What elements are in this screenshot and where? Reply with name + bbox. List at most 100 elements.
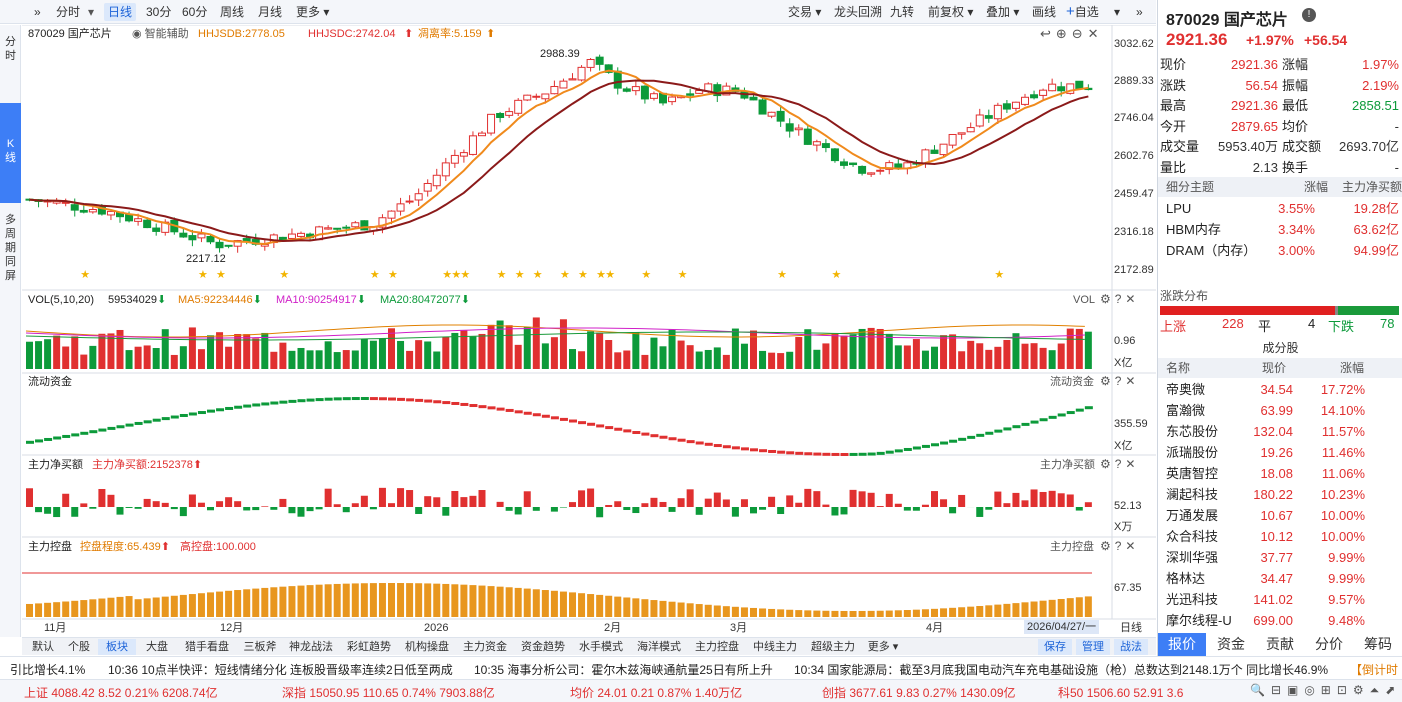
toolbar-period-30m[interactable]: 30分 [146,5,172,19]
component-price: 699.00 [1253,613,1293,628]
candle-body [840,161,848,166]
index-item[interactable]: 科50 1506.60 52.91 3.6 [1058,684,1183,701]
countdown-label[interactable]: 【倒计时 [1350,663,1399,677]
template-action-button[interactable]: 管理 [1076,639,1110,655]
index-item[interactable]: 深指 15050.95 110.65 0.74% 7903.88亿 [282,684,495,701]
index-item[interactable]: 创指 3677.61 9.83 0.27% 1430.09亿 [822,684,1016,701]
assist-toggle[interactable]: ◉ 智能辅助 [132,27,189,41]
candle-body [505,111,514,116]
candle-body [97,206,106,215]
template-tab[interactable]: 主力资金 [463,641,507,653]
component-row[interactable]: 东芯股份 132.04 11.57% [1158,421,1402,442]
template-tab[interactable]: 大盘 [146,641,168,653]
quote-tab[interactable]: 贡献 [1266,636,1294,652]
toolbar-adjust[interactable]: 前复权 ▾ [928,5,974,19]
toolbar-period-day[interactable]: 日线 [104,3,137,21]
view-fenshi[interactable]: 分 时 [5,36,16,62]
toolbar-more[interactable]: 更多 ▾ [296,5,330,19]
toolbar-nine-turn[interactable]: 九转 [890,5,915,19]
toolbar-period-month[interactable]: 月线 [258,5,283,19]
star-icon: ★ [831,269,841,281]
component-row[interactable]: 格林达 34.47 9.99% [1158,568,1402,589]
template-tab[interactable]: 板块 [98,639,136,655]
component-row[interactable]: 派瑞股份 19.26 11.46% [1158,442,1402,463]
template-action-button[interactable]: 战法 [1114,639,1148,655]
view-multi-period[interactable]: 多 周 期 同 屏 [5,214,16,282]
component-row[interactable]: 摩尔线程-U 699.00 9.48% [1158,610,1402,631]
template-tab[interactable]: 机构操盘 [405,641,449,653]
panel-settings-icons[interactable]: ⚙?✕ [1100,539,1140,553]
template-tab[interactable]: 三板斧 [243,641,277,653]
ctrl-right-label: 主力控盘 [1050,541,1094,553]
component-pct: 10.23% [1320,487,1365,502]
quote-tab[interactable]: 分价 [1315,636,1343,652]
panel-settings-icons[interactable]: ⚙?✕ [1100,457,1140,471]
info-icon[interactable]: ! [1302,8,1316,22]
volume-bar [406,350,414,369]
component-row[interactable]: 富瀚微 63.99 14.10% [1158,400,1402,421]
flow-step [885,450,894,454]
toolbar-trade[interactable]: 交易 ▾ [788,5,822,19]
candle-body [613,70,622,89]
toolbar-draw[interactable]: 画线 [1032,5,1057,19]
sub-topic-row[interactable]: DRAM（内存） 3.00% 94.99亿 [1158,240,1402,261]
toolbar-period-60m[interactable]: 60分 [182,5,208,19]
template-tab[interactable]: 神龙战法 [289,641,333,653]
indicator-deviation: 凋离率:5.159 [418,28,482,40]
expand-right-icon[interactable]: » [1136,5,1143,19]
template-tab[interactable]: 海洋模式 [637,641,681,653]
quote-tab[interactable]: 筹码 [1364,636,1392,652]
template-tab[interactable]: 资金趋势 [521,641,565,653]
panel-settings-icons[interactable]: ⚙?✕ [1100,292,1140,306]
template-action-button[interactable]: 保存 [1038,639,1072,655]
template-tab[interactable]: 默认 [32,641,54,653]
component-row[interactable]: 帝奥微 34.54 17.72% [1158,379,1402,400]
index-item[interactable]: 均价 24.01 0.21 0.87% 1.40万亿 [570,684,742,701]
collapse-left-icon[interactable]: » [34,5,41,19]
chart-tools-icons[interactable]: ↩⊕⊖✕ [1040,26,1104,41]
x-period-label[interactable]: 日线 [1120,622,1142,634]
net-title: 主力净买额 [28,459,83,471]
fav-dropdown-icon[interactable]: ▾ [1114,5,1121,19]
flow-step [324,397,333,401]
component-row[interactable]: 万通发展 10.67 10.00% [1158,505,1402,526]
flow-step [614,427,623,431]
sub-topic-row[interactable]: LPU 3.55% 19.28亿 [1158,198,1402,219]
add-favorite-button[interactable]: +自选 [1062,3,1103,21]
view-kline[interactable]: K 线 [0,103,21,203]
news-item[interactable]: 10:35 海事分析公司：霍尔木兹海峡通航量25日有所上升 [474,663,773,677]
template-tab[interactable]: 水手模式 [579,641,623,653]
toolbar-period-week[interactable]: 周线 [220,5,245,19]
quote-tab[interactable]: 资金 [1217,636,1245,652]
component-row[interactable]: 光迅科技 141.02 9.57% [1158,589,1402,610]
news-item[interactable]: 10:36 10点半快评：短线情绪分化 连板股晋级率连续2日低至两成 [108,663,453,677]
template-tab[interactable]: 彩虹趋势 [347,641,391,653]
control-bar [894,610,902,617]
news-item[interactable]: 10:34 国家能源局：截至3月底我国电动汽车充电基础设施（枪）总数达到2148… [794,663,1329,677]
toolbar-dragon-review[interactable]: 龙头回溯 [834,5,883,19]
sub-topic-row[interactable]: HBM内存 3.34% 63.62亿 [1158,219,1402,240]
news-item[interactable]: 引比增长4.1% [10,663,86,677]
statusbar-icons[interactable]: 🔍⊟▣◎⊞⊡⚙⏶⬈ [1250,683,1402,697]
fenshi-dropdown-icon[interactable]: ▾ [88,5,95,19]
toolbar-period-fenshi[interactable]: 分时 [56,5,81,19]
panel-settings-icons[interactable]: ⚙?✕ [1100,374,1140,388]
quote-tab[interactable]: 报价 [1158,633,1206,656]
volume-bar [460,330,468,369]
template-tab[interactable]: 主力控盘 [695,641,739,653]
template-tab[interactable]: 个股 [68,641,90,653]
component-row[interactable]: 众合科技 10.12 10.00% [1158,526,1402,547]
toolbar-overlay[interactable]: 叠加 ▾ [986,5,1020,19]
template-tab[interactable]: 超级主力 [811,641,855,653]
component-row[interactable]: 澜起科技 180.22 10.23% [1158,484,1402,505]
template-tab[interactable]: 更多 ▾ [867,641,899,653]
kline-chart-area[interactable]: ★ ★ ★ ★ ★ ★ ★ ★ ★ ★ ★ ★ ★ ★ ★ ★ ★ ★ ★ ★ ★ [22,25,1156,637]
template-tab[interactable]: 中线主力 [753,641,797,653]
component-row[interactable]: 深圳华强 37.77 9.99% [1158,547,1402,568]
flow-step [270,401,279,405]
index-item[interactable]: 上证 4088.42 8.52 0.21% 6208.74亿 [24,684,218,701]
up-arrow-icon: ⬆ [192,459,203,471]
component-row[interactable]: 英唐智控 18.08 11.06% [1158,463,1402,484]
candle-body [749,96,758,101]
template-tab[interactable]: 猎手看盘 [185,641,229,653]
